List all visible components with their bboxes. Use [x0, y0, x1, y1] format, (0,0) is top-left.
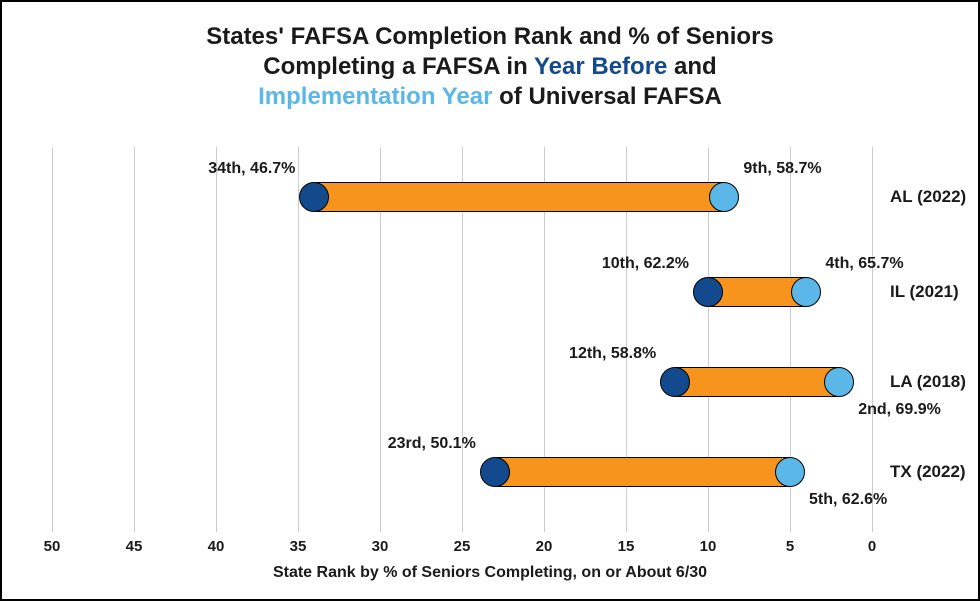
gridline: [872, 147, 873, 532]
category-label: LA (2018): [890, 372, 966, 392]
title-year-before: Year Before: [534, 53, 667, 80]
title-line1: States' FAFSA Completion Rank and % of S…: [206, 23, 774, 50]
connector-bar: [675, 367, 839, 397]
after-label: 2nd, 69.9%: [858, 401, 941, 419]
after-marker: [709, 182, 739, 212]
after-marker: [791, 277, 821, 307]
connector-bar: [495, 457, 790, 487]
gridline: [134, 147, 135, 532]
before-label: 23rd, 50.1%: [388, 435, 476, 453]
gridline: [298, 147, 299, 532]
title-line3b: of Universal FAFSA: [492, 83, 721, 110]
x-tick-label: 15: [606, 538, 646, 555]
x-tick-label: 35: [278, 538, 318, 555]
after-marker: [824, 367, 854, 397]
title-line2b: and: [667, 53, 716, 80]
after-label: 5th, 62.6%: [809, 491, 887, 509]
before-label: 12th, 58.8%: [569, 345, 656, 363]
x-tick-label: 25: [442, 538, 482, 555]
connector-bar: [314, 182, 724, 212]
x-tick-label: 40: [196, 538, 236, 555]
chart-title: States' FAFSA Completion Rank and % of S…: [2, 22, 978, 112]
x-tick-label: 30: [360, 538, 400, 555]
category-label: AL (2022): [890, 187, 966, 207]
gridline: [52, 147, 53, 532]
title-line2a: Completing a FAFSA in: [263, 53, 534, 80]
before-marker: [693, 277, 723, 307]
x-tick-label: 5: [770, 538, 810, 555]
after-label: 9th, 58.7%: [743, 160, 821, 178]
x-axis-title: State Rank by % of Seniors Completing, o…: [2, 564, 978, 582]
before-label: 10th, 62.2%: [602, 255, 689, 273]
category-label: TX (2022): [890, 462, 966, 482]
x-tick-label: 50: [32, 538, 72, 555]
title-impl-year: Implementation Year: [258, 83, 492, 110]
after-marker: [775, 457, 805, 487]
gridline: [216, 147, 217, 532]
category-label: IL (2021): [890, 282, 959, 302]
after-label: 4th, 65.7%: [825, 255, 903, 273]
chart-frame: States' FAFSA Completion Rank and % of S…: [0, 0, 980, 601]
x-tick-label: 45: [114, 538, 154, 555]
before-marker: [660, 367, 690, 397]
before-marker: [480, 457, 510, 487]
x-tick-label: 20: [524, 538, 564, 555]
before-label: 34th, 46.7%: [208, 160, 295, 178]
x-tick-label: 0: [852, 538, 892, 555]
plot-area: 5045403530252015105034th, 46.7%9th, 58.7…: [52, 147, 872, 532]
x-tick-label: 10: [688, 538, 728, 555]
